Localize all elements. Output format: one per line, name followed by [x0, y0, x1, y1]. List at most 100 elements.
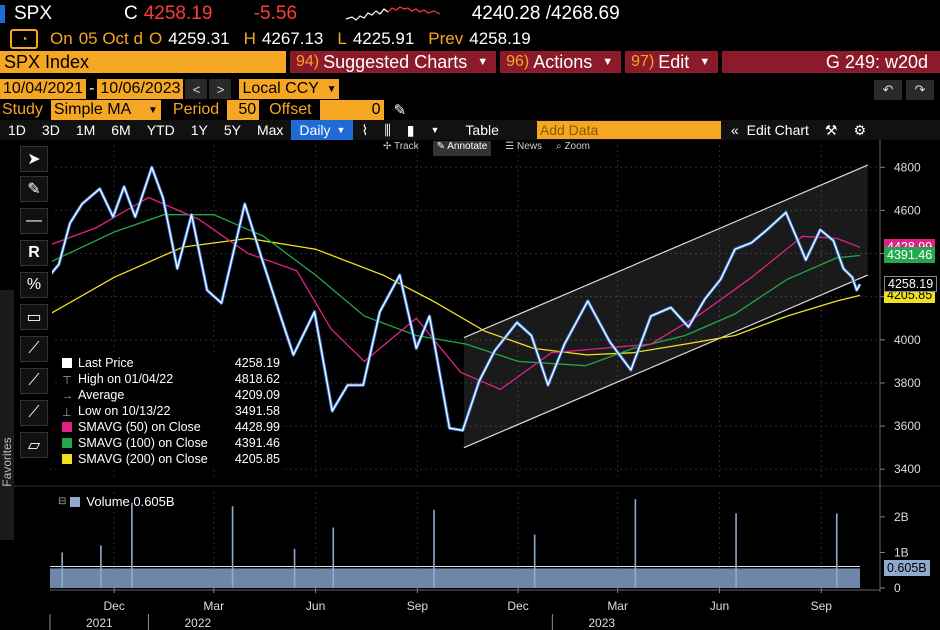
- add-data-input[interactable]: Add Data: [536, 121, 721, 139]
- range-1m[interactable]: 1M: [75, 122, 96, 138]
- chevron-down-icon: ▼: [148, 104, 158, 116]
- trendline-icon[interactable]: ⟋: [20, 336, 48, 362]
- close-flag: C: [124, 3, 138, 24]
- candle-chart-icon[interactable]: ⫼: [384, 121, 391, 138]
- ray-icon[interactable]: ⟋: [20, 368, 48, 394]
- line-chart-icon[interactable]: ⌇: [361, 121, 369, 138]
- hline-icon[interactable]: —: [20, 208, 48, 234]
- pen-icon[interactable]: ✎: [20, 176, 48, 202]
- chart-mini-toolbar: ✢ Track ✎ Annotate ☰ News ⌕ Zoom: [383, 141, 590, 156]
- pointer-icon[interactable]: ➤: [20, 146, 48, 172]
- range-3d[interactable]: 3D: [41, 122, 60, 138]
- next-period-button[interactable]: >: [209, 79, 232, 99]
- suggested-charts-menu[interactable]: 94) Suggested Charts ▼: [290, 51, 497, 73]
- rectangle-icon[interactable]: ▭: [20, 304, 48, 330]
- volume-legend: ⊟ Volume 0.605B: [58, 494, 175, 509]
- chevron-down-icon: ▼: [699, 56, 711, 68]
- average-marker-icon: →: [62, 390, 73, 402]
- low-marker-icon: ⊥: [62, 407, 72, 419]
- undo-button[interactable]: ↶: [874, 80, 902, 100]
- pencil-icon[interactable]: ✎: [393, 102, 407, 119]
- zoom-tool[interactable]: ⌕ Zoom: [556, 141, 590, 152]
- function-code: G 249: w20d: [722, 51, 940, 73]
- prev-value: 4258.19: [469, 29, 531, 48]
- chevron-down-icon: ▼: [326, 83, 337, 95]
- edit-chart-button[interactable]: Edit Chart: [747, 120, 817, 140]
- chart-toolbar: 1D 3D 1M 6M YTD 1Y 5Y Max Daily ▼ ⌇ ⫼ ▮ …: [0, 120, 940, 140]
- collapse-icon[interactable]: «: [730, 122, 739, 138]
- actions-menu[interactable]: 96) Actions ▼: [500, 51, 622, 73]
- collapse-box-icon[interactable]: ⊟: [58, 496, 67, 507]
- y-tick-label: 4600: [894, 203, 921, 217]
- range-max[interactable]: Max: [256, 122, 284, 138]
- prev-label: Prev: [428, 29, 464, 48]
- legend-name: Low on 10/13/22: [78, 404, 171, 418]
- channel-icon[interactable]: ▱: [20, 432, 48, 458]
- range-5y[interactable]: 5Y: [223, 122, 241, 138]
- wrench-icon[interactable]: ⚒: [824, 121, 838, 138]
- table-button[interactable]: Table: [465, 122, 499, 138]
- y-tick-label: 4000: [894, 333, 921, 347]
- legend-value: 4428.99: [234, 420, 280, 434]
- suggested-label: Suggested Charts: [323, 51, 468, 72]
- vol-y-tick-label: 0: [894, 581, 901, 595]
- chart-legend: Last Price 4258.19 ⊤ High on 01/04/22 4818.…: [58, 352, 284, 470]
- legend-value: 4818.62: [234, 372, 280, 386]
- study-select[interactable]: Simple MA ▼: [50, 100, 161, 120]
- favorites-tab[interactable]: [0, 290, 14, 540]
- quote-header: SPX C 4258.19 -5.56 4240.28 /4268.69: [0, 0, 940, 28]
- track-label: Track: [393, 141, 419, 152]
- end-date-input[interactable]: 10/06/2023: [97, 79, 184, 99]
- range-6m[interactable]: 6M: [111, 122, 131, 138]
- news-tool[interactable]: ☰ News: [505, 141, 543, 152]
- on-label: On: [50, 29, 73, 48]
- legend-swatch: [62, 422, 72, 432]
- y-tick-label: 3600: [894, 419, 921, 433]
- currency-select[interactable]: Local CCY ▼: [239, 79, 340, 99]
- open-label: O: [148, 29, 163, 48]
- study-value: Simple MA: [53, 101, 132, 118]
- study-row: Study Simple MA ▼ Period 50 Offset 0 ✎: [0, 100, 940, 120]
- prev-period-button[interactable]: <: [185, 79, 208, 99]
- ohlc-row: ◔ On 05 Oct d O 4259.31 H 4267.13 L 4225…: [0, 28, 940, 50]
- gear-icon[interactable]: ⚙: [853, 121, 867, 138]
- offset-input[interactable]: 0: [319, 100, 384, 120]
- legend-value: 4258.19: [234, 356, 280, 370]
- chevron-down-icon: ▼: [477, 56, 489, 68]
- y-tick-label: 3400: [894, 462, 921, 476]
- bid-ask: 4240.28 /4268.69: [471, 3, 620, 24]
- edit-label: Edit: [658, 51, 690, 72]
- start-date-input[interactable]: 10/04/2021: [0, 79, 87, 99]
- price-axis: 34003600380040004200440046004800: [879, 140, 921, 592]
- legend-item: → Average 4209.09: [62, 387, 280, 403]
- volume-tag: 0.605B: [884, 560, 930, 577]
- vol-y-tick-label: 1B: [894, 545, 909, 559]
- channel-lower-line: [463, 274, 868, 449]
- x-tick-label: Sep: [407, 599, 429, 613]
- edit-menu[interactable]: 97) Edit ▼: [625, 51, 719, 73]
- annotate-tool[interactable]: ✎ Annotate: [432, 141, 492, 156]
- high-label: H: [243, 29, 256, 48]
- trend-channel: [463, 164, 868, 449]
- track-tool[interactable]: ✢ Track: [383, 141, 419, 152]
- bar-chart-icon[interactable]: ▮: [406, 121, 415, 138]
- chevron-down-icon[interactable]: ▼: [430, 125, 440, 135]
- volume-panel: 2B 1B 0: [50, 499, 909, 595]
- extended-line-icon[interactable]: ⟋: [20, 400, 48, 426]
- x-tick-label: Jun: [306, 599, 325, 613]
- range-1y[interactable]: 1Y: [190, 122, 208, 138]
- y-tick-label: 4800: [894, 160, 921, 174]
- retracement-icon[interactable]: R: [20, 240, 48, 266]
- frequency-select[interactable]: Daily ▼: [291, 120, 354, 140]
- ma-line-1: [49, 196, 861, 391]
- security-field[interactable]: SPX Index: [0, 51, 286, 73]
- channel-upper-line: [463, 164, 868, 339]
- redo-button[interactable]: ↷: [906, 80, 934, 100]
- range-1d[interactable]: 1D: [8, 122, 26, 138]
- period-input[interactable]: 50: [227, 100, 260, 120]
- range-ytd[interactable]: YTD: [146, 122, 175, 138]
- percent-tool-icon[interactable]: %: [20, 272, 48, 298]
- legend-name: Average: [78, 388, 125, 402]
- open-value: 4259.31: [168, 29, 230, 48]
